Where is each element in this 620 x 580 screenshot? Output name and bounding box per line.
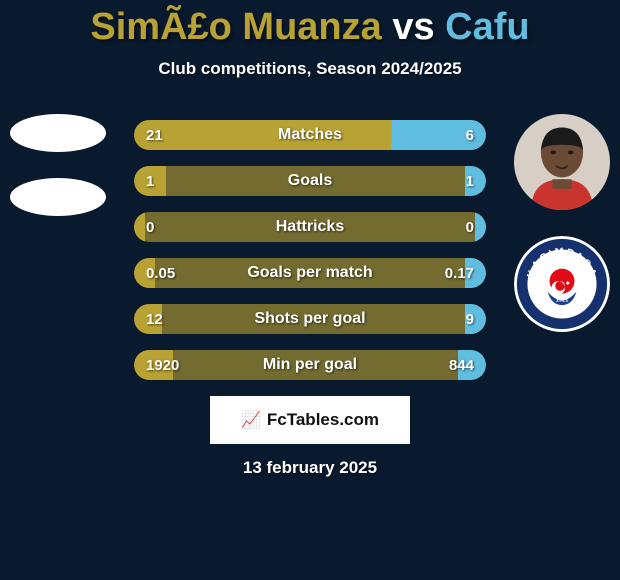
stats-bars: 216Matches 11Goals 00Hattricks 0.050.17Goal… xyxy=(134,114,486,380)
footer-badge-text: FcTables.com xyxy=(267,410,379,430)
stat-row: 129Shots per goal xyxy=(134,304,486,334)
main-content: KASIMPAŞA 1921 216Matches 11Goals 00Hattri… xyxy=(0,114,620,380)
title-vs: vs xyxy=(392,6,434,48)
player1-avatar xyxy=(10,114,106,152)
bar-label: Shots per goal xyxy=(134,304,486,334)
stat-row: 216Matches xyxy=(134,120,486,150)
bar-label: Hattricks xyxy=(134,212,486,242)
footer-date: 13 february 2025 xyxy=(0,458,620,478)
title-player1: SimÃ£o Muanza xyxy=(90,6,381,48)
stat-row: 00Hattricks xyxy=(134,212,486,242)
player2-avatar xyxy=(514,114,610,210)
avatars-left-column xyxy=(10,114,106,242)
bar-label: Goals xyxy=(134,166,486,196)
bar-label: Matches xyxy=(134,120,486,150)
player-silhouette-icon xyxy=(514,114,610,210)
avatars-right-column: KASIMPAŞA 1921 xyxy=(514,114,610,358)
club-badge-icon: KASIMPAŞA 1921 xyxy=(514,236,610,332)
stat-row: 1920844Min per goal xyxy=(134,350,486,380)
page-title: SimÃ£o Muanza vs Cafu xyxy=(0,0,620,49)
bar-label: Min per goal xyxy=(134,350,486,380)
stat-row: 11Goals xyxy=(134,166,486,196)
stat-row: 0.050.17Goals per match xyxy=(134,258,486,288)
footer-badge: 📈 FcTables.com xyxy=(210,396,410,444)
chart-icon: 📈 xyxy=(241,410,261,430)
bar-label: Goals per match xyxy=(134,258,486,288)
club-badge-year: 1921 xyxy=(556,297,570,303)
subtitle: Club competitions, Season 2024/2025 xyxy=(0,59,620,79)
title-player2: Cafu xyxy=(445,6,529,48)
player2-club-badge: KASIMPAŞA 1921 xyxy=(514,236,610,332)
player1-club-badge xyxy=(10,178,106,216)
